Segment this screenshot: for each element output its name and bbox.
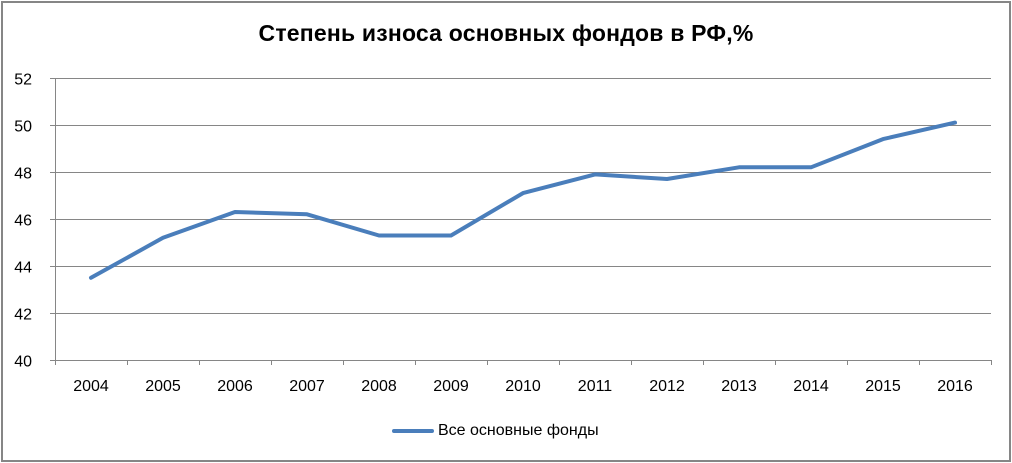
x-tick-label: 2012	[649, 378, 685, 395]
legend-label: Все основные фонды	[438, 422, 599, 439]
x-tick-label: 2011	[578, 378, 613, 395]
x-tick-label: 2008	[361, 378, 397, 395]
y-axis-labels: 40 42 44 46 48 50 52	[14, 72, 32, 371]
y-tick-label: 44	[14, 260, 32, 277]
y-tick-label: 42	[14, 307, 32, 324]
x-tick-label: 2006	[217, 378, 253, 395]
y-tick-label: 48	[14, 166, 32, 183]
x-tick-label: 2010	[505, 378, 541, 395]
x-tick-label: 2007	[289, 378, 325, 395]
x-tick-label: 2013	[721, 378, 757, 395]
x-tick-label: 2009	[433, 378, 469, 395]
x-tick-label: 2005	[145, 378, 181, 395]
x-tick-label: 2015	[865, 378, 901, 395]
x-tick-label: 2004	[73, 378, 109, 395]
y-tick-label: 46	[14, 213, 32, 230]
chart-title: Степень износа основных фондов в РФ,%	[258, 20, 754, 46]
legend: Все основные фонды	[392, 422, 599, 440]
x-tick-label: 2014	[793, 378, 829, 395]
series-line	[89, 120, 957, 280]
x-axis: 2004 2005 2006 2007 2008 2009 2010 2011 2012 2013…	[55, 360, 992, 395]
x-tick-label: 2016	[937, 378, 973, 395]
y-tick-label: 50	[14, 119, 32, 136]
gridlines	[50, 78, 991, 361]
legend-line-icon	[392, 429, 434, 433]
y-tick-label: 40	[14, 354, 32, 371]
y-tick-label: 52	[14, 72, 32, 89]
